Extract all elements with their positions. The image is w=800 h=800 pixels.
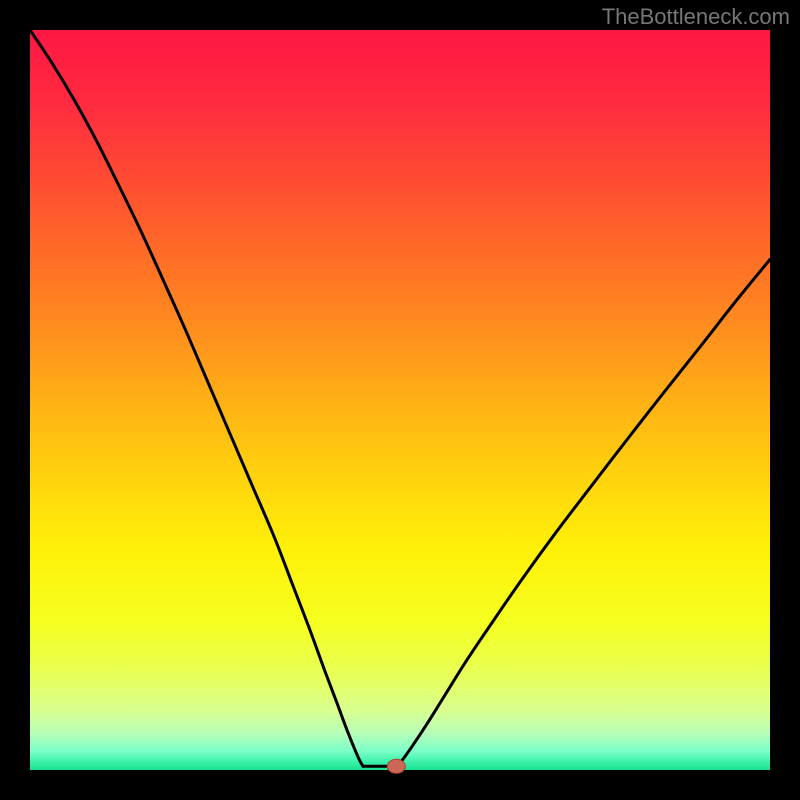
- watermark-text: TheBottleneck.com: [602, 4, 790, 30]
- bottleneck-chart: [0, 0, 800, 800]
- optimum-marker: [387, 759, 405, 773]
- chart-container: TheBottleneck.com: [0, 0, 800, 800]
